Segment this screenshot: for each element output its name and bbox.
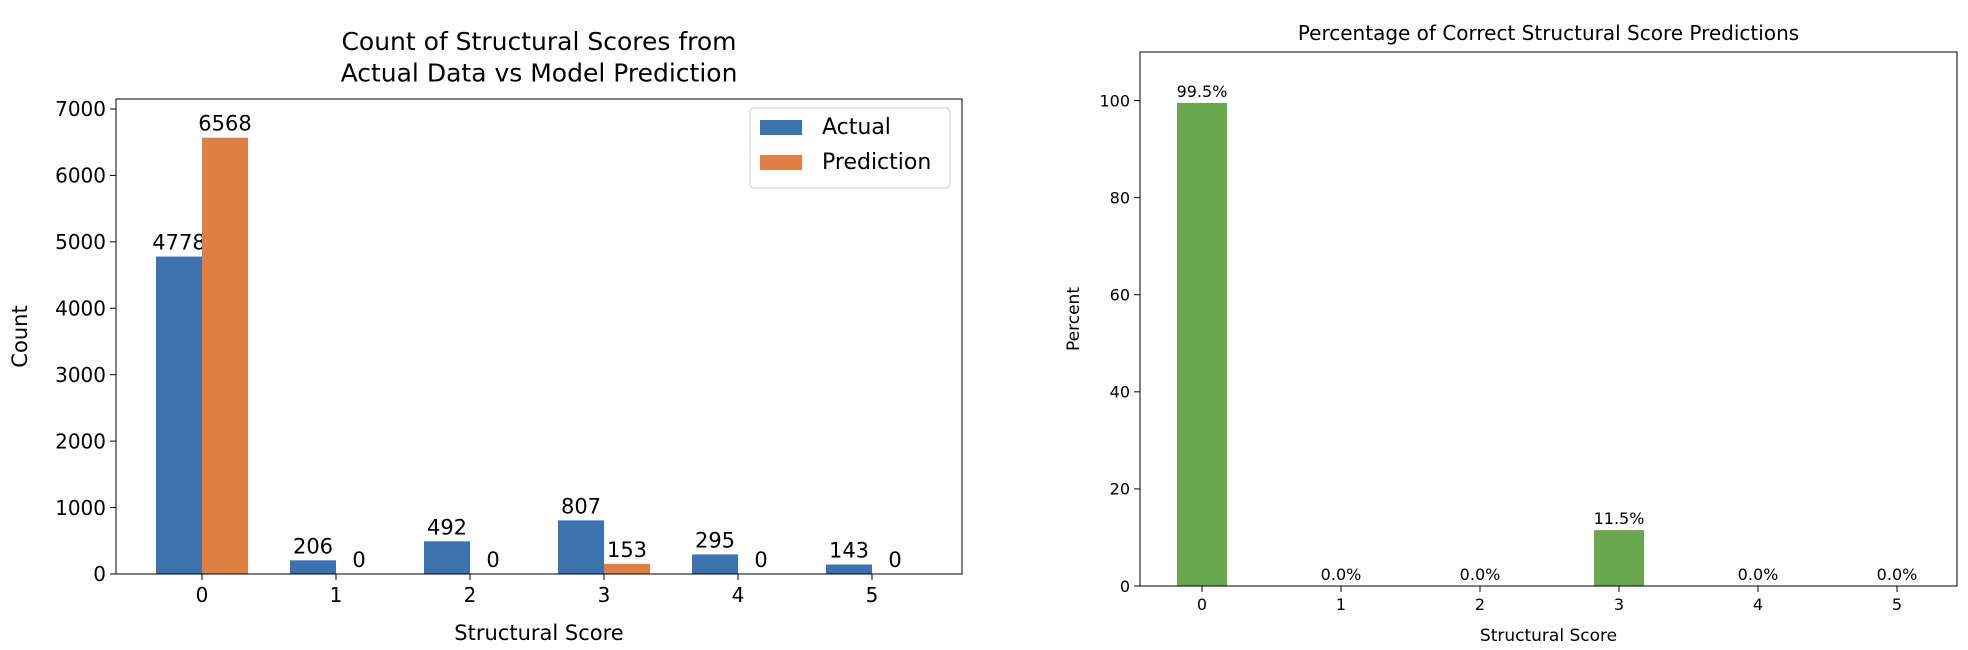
- y-tick-label-0-4000: 4000: [55, 296, 106, 320]
- x-tick-label-0-5: 5: [866, 583, 879, 607]
- bar-0-s0-0: [156, 256, 202, 574]
- y-tick-label-0-3000: 3000: [55, 363, 106, 387]
- bar-0-s0-3: [558, 520, 604, 574]
- x-tick-label-0-4: 4: [732, 583, 745, 607]
- x-tick-label-1-4: 4: [1753, 595, 1763, 614]
- axes-frame-1: [1139, 51, 1958, 587]
- y-tick-label-1-100: 100: [1099, 91, 1130, 110]
- y-tick-label-0-6000: 6000: [55, 164, 106, 188]
- data-label-0-s0-3: 807: [561, 494, 601, 518]
- bar-0-s1-0: [202, 137, 248, 574]
- x-tick-label-0-0: 0: [196, 583, 209, 607]
- x-tick-label-0-2: 2: [464, 583, 477, 607]
- x-tick-label-1-3: 3: [1614, 595, 1624, 614]
- x-tick-label-0-1: 1: [330, 583, 343, 607]
- bar-0-s0-4: [692, 554, 738, 574]
- bar-0-s0-1: [290, 560, 336, 574]
- data-label-1-s0-3: 11.5%: [1594, 509, 1645, 528]
- chart-title-line-1-0: Percentage of Correct Structural Score P…: [1298, 21, 1799, 45]
- bar-1-s0-3: [1594, 530, 1644, 586]
- y-axis-label-1: Percent: [1064, 287, 1084, 351]
- data-label-1-s0-4: 0.0%: [1738, 565, 1779, 584]
- data-label-1-s0-1: 0.0%: [1321, 565, 1362, 584]
- x-tick-label-1-2: 2: [1475, 595, 1485, 614]
- data-label-0-s0-1: 206: [293, 534, 333, 558]
- y-tick-label-0-2000: 2000: [55, 429, 106, 453]
- y-tick-label-0-1000: 1000: [55, 496, 106, 520]
- legend-label-0-s0: Actual: [822, 115, 891, 140]
- y-tick-label-0-7000: 7000: [55, 97, 106, 121]
- bar-0-s0-2: [424, 541, 470, 574]
- x-tick-label-0-3: 3: [598, 583, 611, 607]
- chart-title-0: Count of Structural Scores from Actual Da…: [341, 27, 738, 87]
- x-tick-label-1-5: 5: [1892, 595, 1902, 614]
- data-label-1-s0-0: 99.5%: [1177, 82, 1228, 101]
- y-tick-label-1-60: 60: [1110, 285, 1130, 304]
- chart-title-line-0-0: Count of Structural Scores from: [341, 27, 736, 56]
- data-label-0-s0-2: 492: [427, 515, 467, 539]
- y-axis-label-0: Count: [8, 305, 32, 367]
- legend-swatch-0-s1: [760, 155, 802, 170]
- data-label-0-s1-3: 153: [607, 538, 647, 562]
- x-tick-label-1-1: 1: [1336, 595, 1346, 614]
- y-tick-label-0-5000: 5000: [55, 230, 106, 254]
- data-label-0-s1-0: 6568: [198, 112, 251, 136]
- y-tick-label-1-40: 40: [1110, 383, 1130, 402]
- bar-1-s0-0: [1177, 102, 1227, 587]
- x-axis-label-1: Structural Score: [1480, 626, 1617, 646]
- chart-title-1: Percentage of Correct Structural Score P…: [1298, 21, 1799, 45]
- y-tick-label-1-80: 80: [1110, 188, 1130, 207]
- chart-title-line-0-1: Actual Data vs Model Prediction: [341, 58, 738, 87]
- data-label-1-s0-5: 0.0%: [1877, 565, 1918, 584]
- axes-frame-0: [115, 98, 963, 575]
- data-label-1-s0-2: 0.0%: [1460, 565, 1501, 584]
- bar-0-s1-3: [604, 563, 650, 574]
- data-label-0-s1-2: 0: [486, 548, 499, 572]
- legend-swatch-0-s0: [760, 120, 802, 135]
- y-tick-label-0-0: 0: [93, 562, 106, 586]
- data-label-0-s1-4: 0: [754, 548, 767, 572]
- data-label-0-s1-5: 0: [888, 548, 901, 572]
- legend-label-0-s1: Prediction: [822, 150, 931, 175]
- data-label-0-s0-4: 295: [695, 528, 735, 552]
- y-tick-label-1-0: 0: [1120, 577, 1130, 596]
- x-axis-label-0: Structural Score: [454, 621, 623, 645]
- data-label-0-s0-5: 143: [829, 539, 869, 563]
- data-label-0-s0-0: 4778: [152, 231, 205, 255]
- x-tick-label-1-0: 0: [1197, 595, 1207, 614]
- data-label-0-s1-1: 0: [352, 548, 365, 572]
- bar-0-s0-5: [826, 564, 872, 574]
- y-tick-label-1-20: 20: [1110, 480, 1130, 499]
